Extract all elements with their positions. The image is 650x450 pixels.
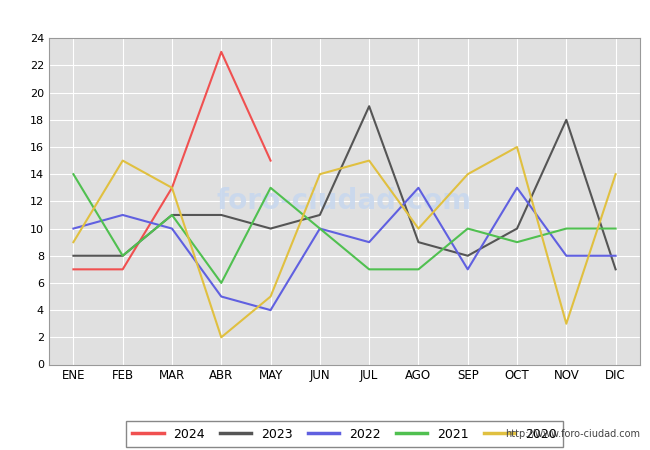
Text: Matriculaciones de Vehiculos en Huétor Tájar: Matriculaciones de Vehiculos en Huétor T… (129, 8, 521, 26)
Legend: 2024, 2023, 2022, 2021, 2020: 2024, 2023, 2022, 2021, 2020 (126, 421, 563, 447)
Text: foro-ciudad.com: foro-ciudad.com (217, 187, 472, 216)
Text: http://www.foro-ciudad.com: http://www.foro-ciudad.com (505, 429, 640, 439)
